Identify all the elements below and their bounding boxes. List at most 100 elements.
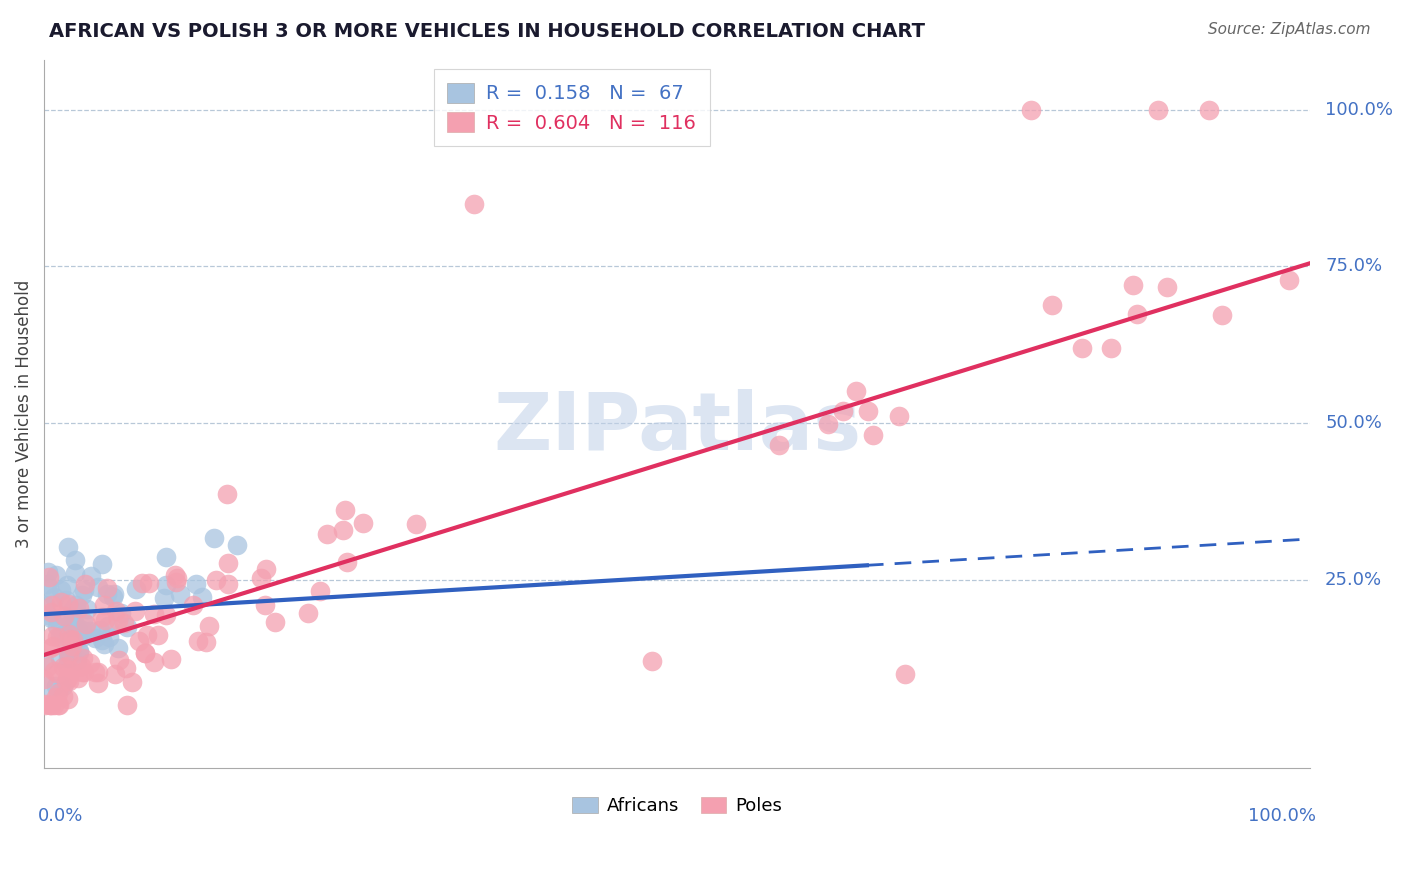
Point: [117, 698, 139, 712]
Point: [101, 590, 124, 604]
Point: [46, 686, 69, 700]
Point: [49, 651, 72, 665]
Point: [1021, 103, 1043, 117]
Point: [67, 645, 90, 659]
Point: [98, 630, 121, 644]
Point: [35, 577, 58, 591]
Point: [215, 487, 238, 501]
Point: [112, 616, 135, 631]
Point: [107, 653, 129, 667]
Point: [67, 644, 90, 658]
Point: [90, 633, 112, 648]
Point: [52, 660, 75, 674]
Point: [41, 611, 63, 625]
Point: [62, 632, 84, 647]
Point: [84, 665, 107, 680]
Point: [153, 591, 176, 605]
Point: [70, 588, 93, 602]
Point: [352, 516, 374, 530]
Point: [165, 568, 187, 582]
Point: [103, 667, 125, 681]
Point: [263, 615, 285, 630]
Point: [73, 665, 96, 679]
Point: [93, 637, 115, 651]
Point: [110, 606, 132, 620]
Point: [96, 581, 118, 595]
Point: [39, 606, 62, 620]
Point: [226, 538, 249, 552]
Text: 75.0%: 75.0%: [1324, 258, 1382, 276]
Point: [76, 602, 98, 616]
Point: [41, 598, 63, 612]
Point: [59, 663, 82, 677]
Point: [55, 673, 77, 688]
Point: [138, 575, 160, 590]
Point: [46, 666, 69, 681]
Point: [124, 605, 146, 619]
Point: [166, 575, 188, 590]
Point: [52, 689, 75, 703]
Point: [134, 646, 156, 660]
Point: [38, 581, 60, 595]
Point: [336, 555, 359, 569]
Point: [1040, 298, 1063, 312]
Text: 100.0%: 100.0%: [1324, 101, 1393, 119]
Point: [38, 569, 60, 583]
Point: [894, 666, 917, 681]
Point: [35, 660, 58, 674]
Point: [56, 671, 79, 685]
Point: [48, 698, 70, 712]
Point: [79, 568, 101, 582]
Point: [195, 634, 218, 648]
Point: [103, 587, 125, 601]
Point: [89, 623, 111, 637]
Point: [93, 598, 115, 612]
Point: [63, 552, 86, 566]
Point: [52, 679, 75, 693]
Point: [56, 578, 79, 592]
Point: [66, 653, 89, 667]
Point: [205, 573, 228, 587]
Point: [297, 606, 319, 620]
Point: [39, 698, 62, 712]
Point: [1278, 273, 1301, 287]
Point: [34, 697, 56, 711]
Point: [79, 624, 101, 638]
Point: [94, 613, 117, 627]
Point: [75, 616, 97, 631]
Point: [115, 660, 138, 674]
Point: [135, 628, 157, 642]
Point: [60, 648, 83, 662]
Point: [46, 619, 69, 633]
Point: [121, 675, 143, 690]
Point: [107, 640, 129, 655]
Point: [1122, 277, 1144, 292]
Point: [1071, 341, 1094, 355]
Point: [32, 672, 55, 686]
Point: [187, 634, 209, 648]
Point: [86, 665, 108, 679]
Point: [862, 428, 884, 442]
Point: [46, 698, 69, 712]
Text: 25.0%: 25.0%: [1324, 571, 1382, 589]
Point: [70, 659, 93, 673]
Point: [58, 673, 80, 688]
Point: [128, 633, 150, 648]
Point: [143, 655, 166, 669]
Point: [52, 627, 75, 641]
Point: [134, 646, 156, 660]
Point: [63, 566, 86, 580]
Point: [105, 604, 128, 618]
Point: [249, 571, 271, 585]
Point: [39, 640, 62, 655]
Point: [65, 599, 87, 613]
Point: [332, 524, 354, 538]
Point: [87, 675, 110, 690]
Point: [91, 610, 114, 624]
Point: [143, 607, 166, 621]
Point: [1147, 103, 1170, 117]
Point: [56, 692, 79, 706]
Point: [845, 384, 868, 398]
Point: [60, 624, 83, 638]
Point: [72, 651, 94, 665]
